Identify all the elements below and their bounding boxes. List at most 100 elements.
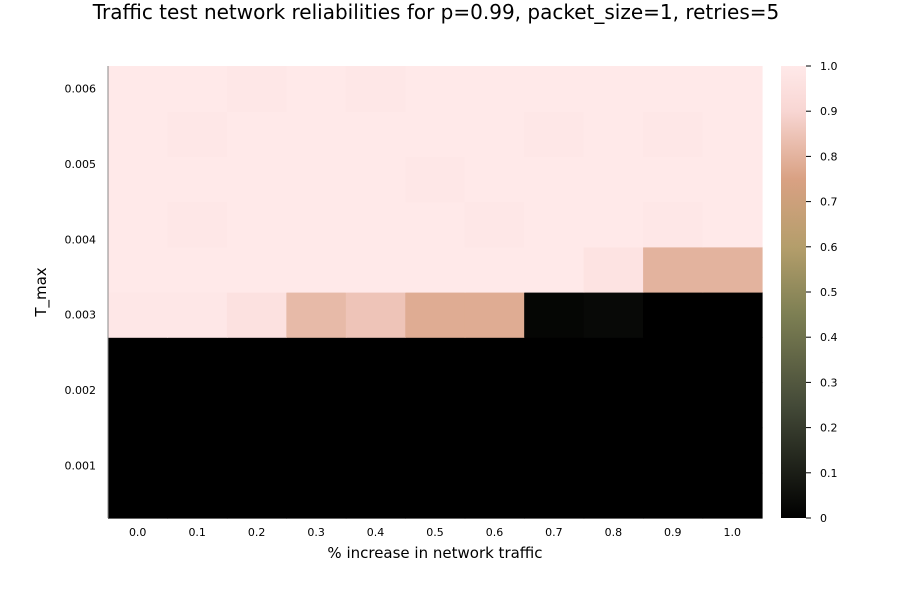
heatmap-cell [583, 201, 644, 248]
x-tick-label: 0.0 [129, 526, 147, 539]
x-tick-label: 0.3 [307, 526, 325, 539]
heatmap-cell [345, 111, 406, 157]
heatmap-cell [464, 427, 525, 474]
y-tick-labels: 0.001 0.002 0.003 0.004 0.005 0.006 [65, 83, 97, 473]
heatmap-cell [583, 156, 644, 203]
colorbar-tick-label: 0.3 [820, 376, 838, 389]
x-tick-label: 1.0 [724, 526, 742, 539]
heatmap-cell [583, 472, 644, 519]
heatmap-cell [464, 111, 525, 157]
colorbar-tick-label: 1.0 [820, 60, 838, 73]
heatmap-cell [464, 382, 525, 429]
heatmap-cell [524, 111, 585, 157]
heatmap-cell [702, 201, 763, 248]
heatmap-cell [108, 292, 169, 338]
heatmap-cell [226, 246, 287, 293]
heatmap-cell [583, 292, 644, 338]
heatmap-cell [108, 201, 169, 248]
y-tick-label: 0.001 [65, 459, 97, 472]
heatmap-cell [702, 382, 763, 429]
heatmap-cell [167, 66, 228, 112]
heatmap-cell [286, 427, 347, 474]
x-tick-label: 0.1 [188, 526, 206, 539]
colorbar-tick-label: 0.1 [820, 467, 838, 480]
heatmap-cells [108, 66, 763, 519]
heatmap-cell [167, 382, 228, 429]
heatmap-cell [524, 66, 585, 112]
heatmap-cell [226, 156, 287, 203]
heatmap-cell [286, 292, 347, 338]
heatmap-cell [108, 111, 169, 157]
heatmap-cell [167, 201, 228, 248]
heatmap-cell [643, 156, 704, 203]
x-tick-label: 0.5 [426, 526, 444, 539]
heatmap-cell [643, 472, 704, 519]
colorbar-tick-label: 0.4 [820, 331, 838, 344]
heatmap-cell [464, 292, 525, 338]
heatmap-cell [643, 337, 704, 383]
heatmap-cell [286, 382, 347, 429]
heatmap-cell [464, 472, 525, 519]
heatmap-cell [524, 427, 585, 474]
heatmap-cell [345, 382, 406, 429]
x-tick-label: 0.7 [545, 526, 563, 539]
heatmap-cell [405, 246, 466, 293]
x-tick-label: 0.8 [605, 526, 623, 539]
heatmap-cell [345, 472, 406, 519]
heatmap-cell [167, 156, 228, 203]
heatmap-cell [286, 472, 347, 519]
heatmap-cell [702, 246, 763, 293]
heatmap-cell [108, 337, 169, 383]
heatmap-cell [286, 111, 347, 157]
colorbar-tick-label: 0.9 [820, 105, 838, 118]
heatmap-cell [405, 156, 466, 203]
heatmap-cell [643, 66, 704, 112]
heatmap-cell [286, 66, 347, 112]
heatmap-cell [464, 246, 525, 293]
heatmap-cell [524, 472, 585, 519]
heatmap-cell [345, 66, 406, 112]
heatmap-cell [524, 246, 585, 293]
heatmap-cell [345, 427, 406, 474]
heatmap-cell [167, 246, 228, 293]
colorbar [781, 66, 806, 518]
heatmap-cell [702, 337, 763, 383]
x-tick-label: 0.4 [367, 526, 385, 539]
heatmap-cell [108, 382, 169, 429]
heatmap-cell [702, 66, 763, 112]
heatmap-cell [464, 337, 525, 383]
heatmap-cell [464, 156, 525, 203]
heatmap-cell [286, 201, 347, 248]
x-tick-labels: 0.0 0.1 0.2 0.3 0.4 0.5 0.6 0.7 0.8 0.9 1.0 [129, 526, 741, 539]
chart-title: Traffic test network reliabilities for p… [92, 0, 780, 24]
heatmap-cell [226, 427, 287, 474]
heatmap-cell [524, 337, 585, 383]
heatmap-cell [345, 337, 406, 383]
heatmap-cell [524, 292, 585, 338]
heatmap-cell [167, 427, 228, 474]
heatmap-cell [643, 382, 704, 429]
heatmap-cell [583, 337, 644, 383]
y-tick-label: 0.005 [65, 158, 97, 171]
heatmap-cell [405, 472, 466, 519]
colorbar-tick-label: 0 [820, 512, 827, 525]
heatmap-cell [226, 111, 287, 157]
heatmap-cell [643, 246, 704, 293]
heatmap-cell [226, 472, 287, 519]
heatmap-cell [702, 427, 763, 474]
heatmap-cell [464, 66, 525, 112]
colorbar-tick-label: 0.8 [820, 150, 838, 163]
heatmap-cell [108, 472, 169, 519]
heatmap-cell [643, 427, 704, 474]
heatmap-cell [405, 201, 466, 248]
x-axis-label: % increase in network traffic [327, 544, 542, 562]
heatmap-cell [583, 427, 644, 474]
heatmap-cell [524, 156, 585, 203]
heatmap-cell [345, 292, 406, 338]
heatmap-cell [702, 156, 763, 203]
heatmap-cell [226, 201, 287, 248]
heatmap-cell [345, 156, 406, 203]
heatmap-cell [583, 382, 644, 429]
heatmap-cell [286, 337, 347, 383]
x-tick-label: 0.6 [486, 526, 504, 539]
